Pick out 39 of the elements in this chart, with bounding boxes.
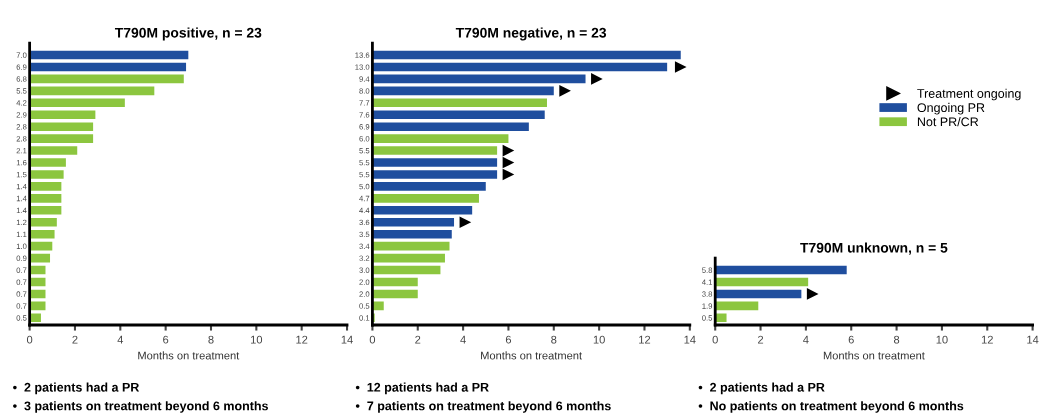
text: • 7 patients on treatment beyond 6 months (355, 401, 611, 413)
chart-title: T790M negative, n = 23 (455, 27, 607, 41)
text: • 2 patients had a PR (698, 382, 825, 395)
x-tick-label: 4 (803, 335, 809, 344)
x-tick-label: 14 (684, 335, 696, 344)
text: • 12 patients had a PR (355, 382, 489, 395)
x-tick-label: 10 (936, 335, 948, 344)
x-tick-label: 4 (460, 335, 466, 344)
chart-title: T790M positive, n = 23 (114, 27, 262, 41)
legend-label: Treatment ongoing (917, 88, 1021, 101)
x-axis-title: Months on treatment (481, 351, 582, 360)
text: • No patients on treatment beyond 6 months (698, 401, 964, 413)
x-tick-label: 8 (208, 335, 214, 344)
x-tick-label: 6 (505, 335, 512, 344)
x-axis-title: Months on treatment (138, 351, 240, 360)
text: • 3 patients on treatment beyond 6 months (13, 401, 268, 413)
x-tick-label: 0 (712, 335, 718, 344)
text: • 2 patients had a PR (13, 382, 140, 395)
x-tick-label: 2 (415, 335, 421, 344)
x-tick-label: 12 (296, 335, 308, 344)
x-tick-label: 2 (758, 335, 764, 344)
x-tick-label: 4 (117, 335, 124, 344)
x-tick-label: 8 (551, 335, 557, 344)
x-tick-label: 12 (981, 335, 993, 344)
x-tick-label: 10 (593, 335, 605, 344)
x-tick-label: 8 (893, 335, 900, 344)
x-axis-title: Months on treatment (823, 351, 925, 360)
x-tick-label: 2 (72, 335, 78, 344)
x-tick-label: 6 (848, 335, 854, 344)
x-tick-label: 10 (251, 335, 263, 344)
x-tick-label: 14 (341, 335, 353, 344)
x-tick-label: 0 (369, 335, 376, 344)
chart-title: T790M unknown, n = 5 (800, 242, 948, 255)
x-tick-label: 12 (639, 335, 651, 344)
legend-label: Ongoing PR (917, 102, 985, 115)
x-tick-label: 6 (163, 335, 169, 344)
x-tick-label: 14 (1027, 335, 1039, 344)
x-tick-label: 0 (26, 335, 33, 344)
legend-label: Not PR/CR (917, 117, 979, 127)
